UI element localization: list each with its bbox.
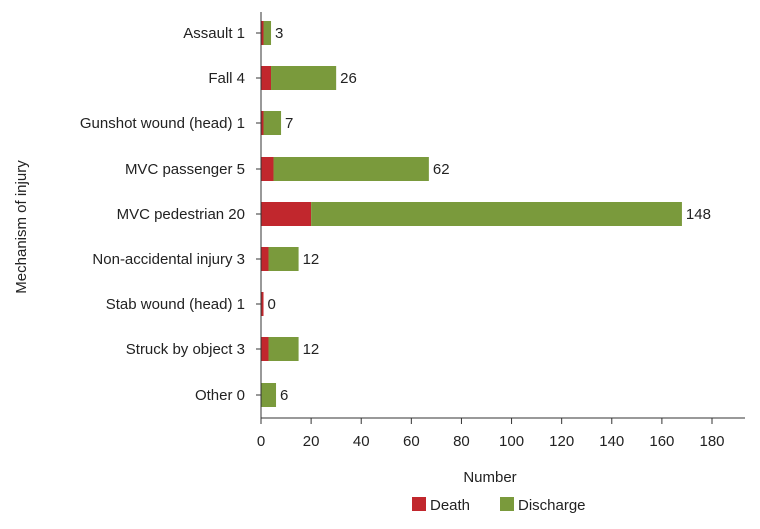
x-tick-label-9: 180 xyxy=(699,433,724,450)
bar-death-6 xyxy=(261,292,264,316)
bars-layer xyxy=(261,21,682,407)
x-axis-title: Number xyxy=(463,469,516,486)
bar-death-2 xyxy=(261,111,264,135)
axes-layer: 0 20 40 60 80 100 120 140 160 180 xyxy=(256,12,745,450)
category-label-4: MVC pedestrian 20 xyxy=(117,206,245,223)
x-tick-label-7: 140 xyxy=(599,433,624,450)
x-tick-label-2: 40 xyxy=(353,433,370,450)
bar-discharge-0 xyxy=(263,21,272,45)
category-label-8: Other 0 xyxy=(195,387,245,404)
legend-label-death: Death xyxy=(430,497,470,514)
category-label-0: Assault 1 xyxy=(183,25,245,42)
category-label-7: Struck by object 3 xyxy=(126,341,245,358)
bar-discharge-3 xyxy=(273,157,429,181)
data-label-2: 7 xyxy=(285,115,293,132)
data-label-3: 62 xyxy=(433,161,450,178)
legend-swatch-death xyxy=(412,497,426,511)
bar-death-7 xyxy=(261,337,269,361)
x-tick-label-1: 20 xyxy=(303,433,320,450)
bar-death-3 xyxy=(261,157,274,181)
data-label-6: 0 xyxy=(268,296,276,313)
data-label-0: 3 xyxy=(275,25,283,42)
bar-discharge-7 xyxy=(268,337,299,361)
category-label-6: Stab wound (head) 1 xyxy=(106,296,245,313)
x-tick-label-3: 60 xyxy=(403,433,420,450)
bar-death-4 xyxy=(261,202,312,226)
data-label-8: 6 xyxy=(280,387,288,404)
bar-discharge-5 xyxy=(268,247,299,271)
bar-discharge-4 xyxy=(311,202,682,226)
labels-layer: 3 Assault 1 26 Fall 4 7 Gunshot wound (head) … xyxy=(80,25,711,404)
data-label-4: 148 xyxy=(686,206,711,223)
x-tick-label-4: 80 xyxy=(453,433,470,450)
bar-discharge-8 xyxy=(261,383,277,407)
x-tick-label-5: 100 xyxy=(499,433,524,450)
bar-discharge-2 xyxy=(263,111,282,135)
x-tick-label-6: 120 xyxy=(549,433,574,450)
category-label-5: Non-accidental injury 3 xyxy=(92,251,245,268)
category-label-1: Fall 4 xyxy=(208,70,245,87)
bar-death-1 xyxy=(261,66,272,90)
bar-death-0 xyxy=(261,21,264,45)
data-label-5: 12 xyxy=(303,251,320,268)
data-label-1: 26 xyxy=(340,70,357,87)
legend-label-discharge: Discharge xyxy=(518,497,586,514)
category-label-3: MVC passenger 5 xyxy=(125,161,245,178)
category-label-2: Gunshot wound (head) 1 xyxy=(80,115,245,132)
x-tick-label-0: 0 xyxy=(257,433,265,450)
data-label-7: 12 xyxy=(303,341,320,358)
bar-discharge-1 xyxy=(271,66,337,90)
y-axis-title: Mechanism of injury xyxy=(13,160,30,294)
legend-swatch-discharge xyxy=(500,497,514,511)
legend: Death Discharge xyxy=(412,497,586,514)
x-tick-label-8: 160 xyxy=(649,433,674,450)
bar-death-5 xyxy=(261,247,269,271)
